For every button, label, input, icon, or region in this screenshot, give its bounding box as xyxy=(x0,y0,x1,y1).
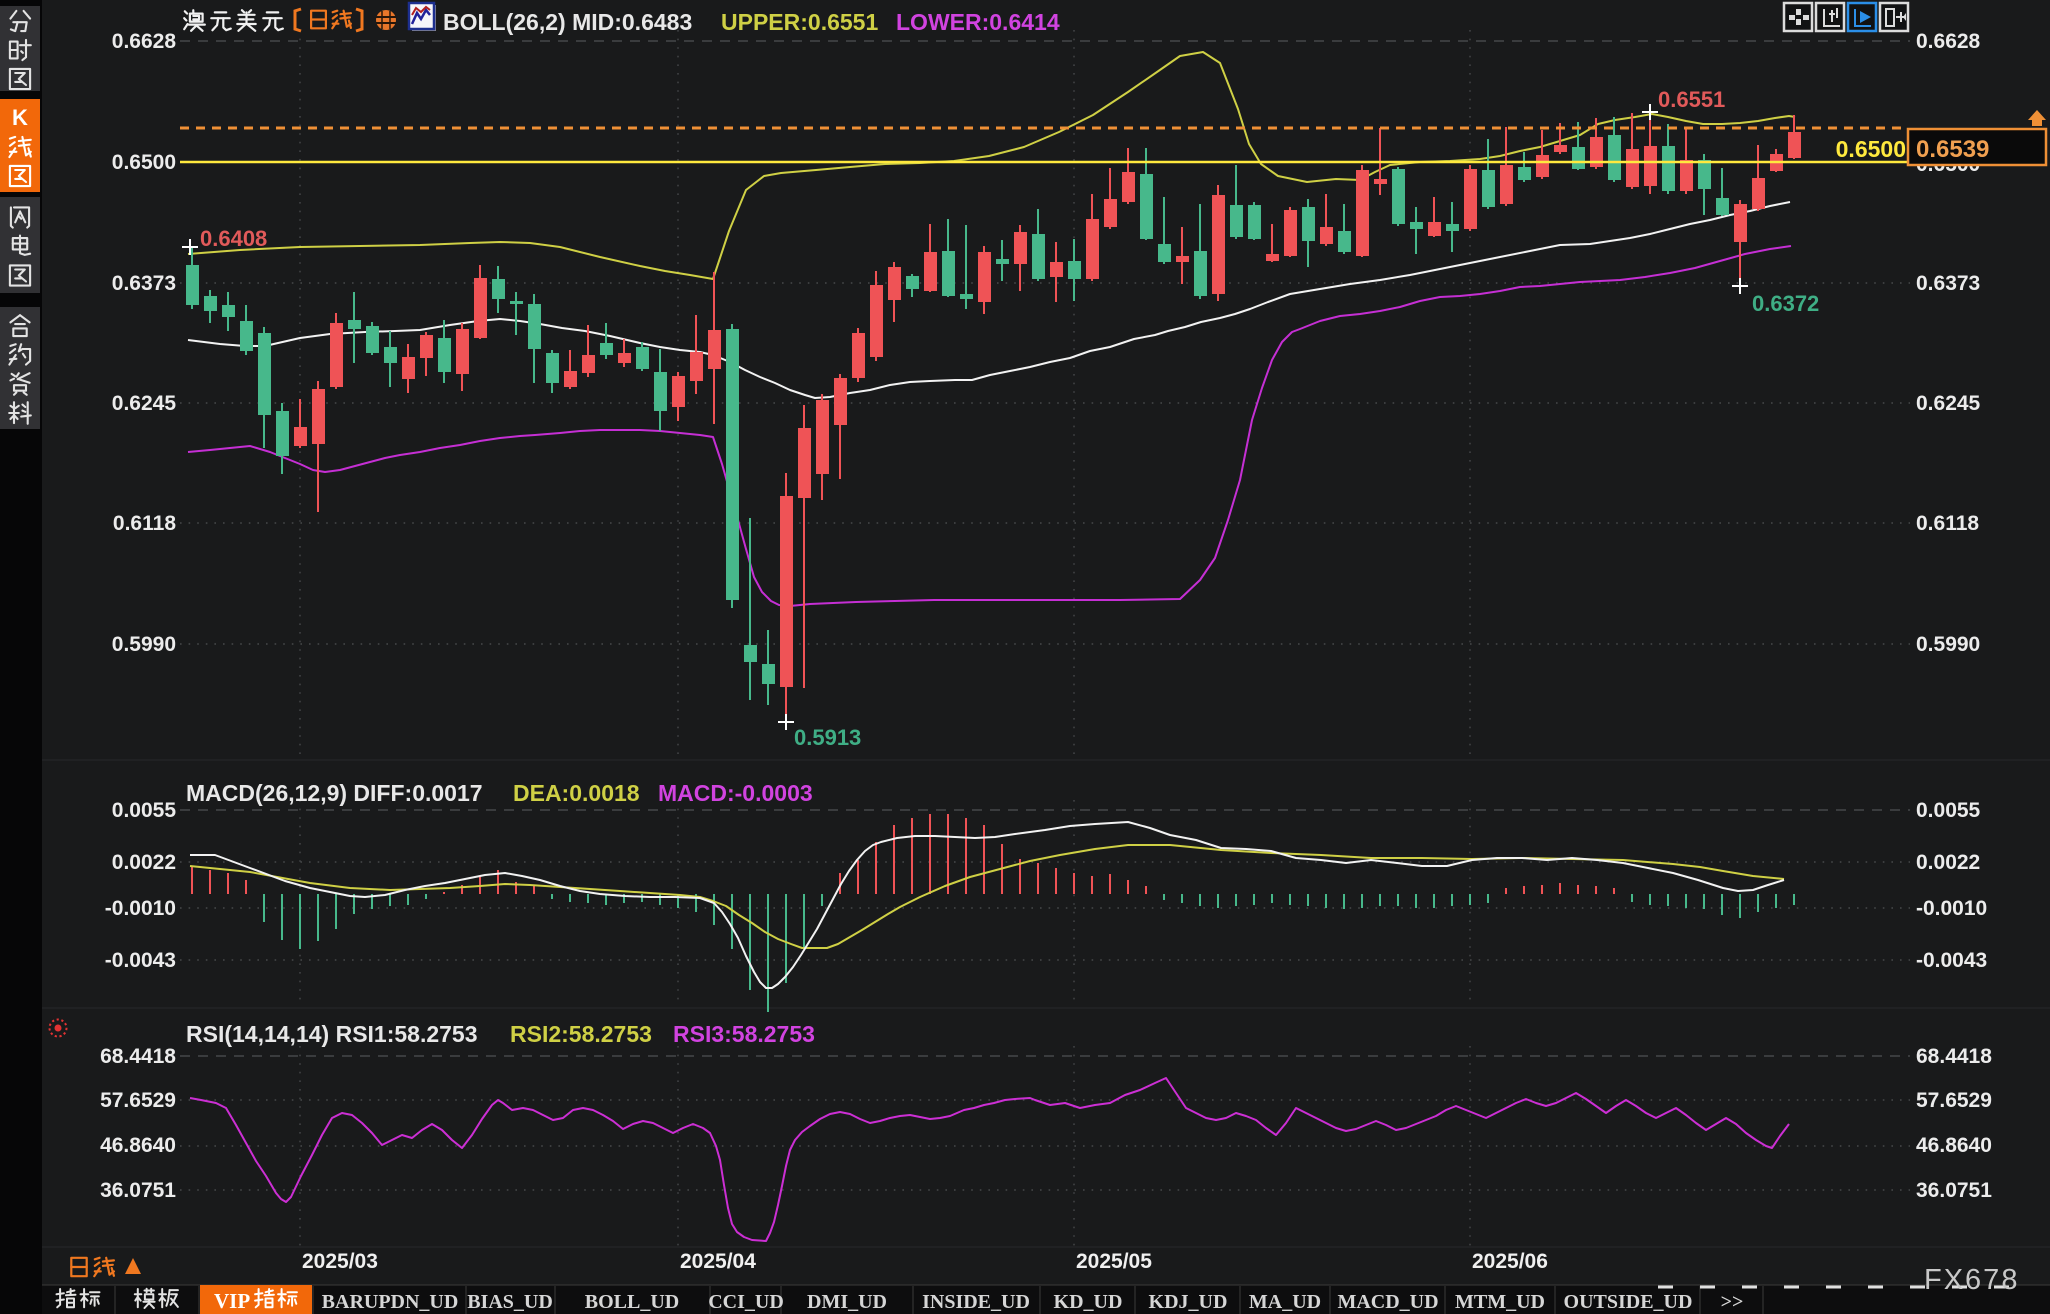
svg-text:BIAS_UD: BIAS_UD xyxy=(467,1291,553,1313)
svg-text:RSI2:58.2753: RSI2:58.2753 xyxy=(510,1021,652,1047)
svg-text:2025/04: 2025/04 xyxy=(680,1250,756,1273)
svg-text:2025/03: 2025/03 xyxy=(302,1250,378,1273)
svg-text:68.4418: 68.4418 xyxy=(1916,1045,1992,1068)
svg-text:0.6500: 0.6500 xyxy=(112,151,176,174)
svg-text:0.0055: 0.0055 xyxy=(1916,799,1981,822)
svg-text:0.6539: 0.6539 xyxy=(1916,136,1989,163)
svg-text:OUTSIDE_UD: OUTSIDE_UD xyxy=(1564,1291,1693,1313)
svg-text:INSIDE_UD: INSIDE_UD xyxy=(922,1291,1030,1313)
svg-text:MACD(26,12,9) DIFF:0.0017: MACD(26,12,9) DIFF:0.0017 xyxy=(186,780,483,806)
svg-text:FX678: FX678 xyxy=(1924,1264,2019,1296)
svg-text:36.0751: 36.0751 xyxy=(1916,1179,1992,1202)
svg-text:DMI_UD: DMI_UD xyxy=(807,1291,887,1313)
svg-text:VIP: VIP xyxy=(214,1289,250,1313)
svg-text:BOLL(26,2) MID:0.6483: BOLL(26,2) MID:0.6483 xyxy=(443,9,692,35)
svg-text:0.6245: 0.6245 xyxy=(112,392,177,415)
svg-text:RSI3:58.2753: RSI3:58.2753 xyxy=(673,1021,815,1047)
svg-text:K: K xyxy=(12,105,28,130)
svg-text:2025/06: 2025/06 xyxy=(1472,1250,1548,1273)
svg-text:-0.0010: -0.0010 xyxy=(1916,897,1987,920)
svg-text:BOLL_UD: BOLL_UD xyxy=(585,1291,679,1313)
svg-text:-0.0043: -0.0043 xyxy=(1916,949,1987,972)
svg-text:0.6408: 0.6408 xyxy=(200,226,267,251)
svg-text:68.4418: 68.4418 xyxy=(100,1045,176,1068)
svg-text:0.0022: 0.0022 xyxy=(112,851,176,874)
svg-text:UPPER:0.6551: UPPER:0.6551 xyxy=(721,9,878,35)
svg-text:LOWER:0.6414: LOWER:0.6414 xyxy=(896,9,1060,35)
svg-text:KD_UD: KD_UD xyxy=(1054,1291,1123,1313)
svg-text:0.6245: 0.6245 xyxy=(1916,392,1981,415)
svg-text:0.5913: 0.5913 xyxy=(794,725,861,750)
svg-text:46.8640: 46.8640 xyxy=(1916,1134,1992,1157)
svg-text:-0.0010: -0.0010 xyxy=(105,897,176,920)
svg-text:CCI_UD: CCI_UD xyxy=(708,1291,784,1313)
svg-text:MACD_UD: MACD_UD xyxy=(1337,1291,1438,1313)
svg-text:RSI(14,14,14) RSI1:58.2753: RSI(14,14,14) RSI1:58.2753 xyxy=(186,1021,478,1047)
svg-text:57.6529: 57.6529 xyxy=(100,1089,176,1112)
svg-text:0.6500: 0.6500 xyxy=(1836,136,1906,162)
svg-text:MA_UD: MA_UD xyxy=(1249,1291,1321,1313)
svg-text:0.0022: 0.0022 xyxy=(1916,851,1980,874)
svg-text:BARUPDN_UD: BARUPDN_UD xyxy=(322,1291,459,1313)
svg-text:0.6373: 0.6373 xyxy=(112,272,176,295)
svg-text:0.6628: 0.6628 xyxy=(1916,30,1981,53)
svg-text:2025/05: 2025/05 xyxy=(1076,1250,1152,1273)
svg-text:MACD:-0.0003: MACD:-0.0003 xyxy=(658,780,813,806)
svg-text:46.8640: 46.8640 xyxy=(100,1134,176,1157)
svg-text:KDJ_UD: KDJ_UD xyxy=(1149,1291,1228,1313)
svg-text:-0.0043: -0.0043 xyxy=(105,949,176,972)
svg-text:DEA:0.0018: DEA:0.0018 xyxy=(513,780,640,806)
svg-text:0.5990: 0.5990 xyxy=(1916,633,1980,656)
svg-text:36.0751: 36.0751 xyxy=(100,1179,176,1202)
svg-text:0.6118: 0.6118 xyxy=(1916,512,1979,535)
svg-text:0.6551: 0.6551 xyxy=(1658,87,1725,112)
svg-text:0.0055: 0.0055 xyxy=(112,799,177,822)
svg-text:0.5990: 0.5990 xyxy=(112,633,176,656)
svg-text:MTM_UD: MTM_UD xyxy=(1455,1291,1545,1313)
svg-text:0.6628: 0.6628 xyxy=(112,30,177,53)
svg-text:0.6373: 0.6373 xyxy=(1916,272,1980,295)
svg-text:>>: >> xyxy=(1721,1291,1744,1313)
svg-text:0.6372: 0.6372 xyxy=(1752,291,1819,316)
svg-text:57.6529: 57.6529 xyxy=(1916,1089,1992,1112)
svg-text:0.6118: 0.6118 xyxy=(113,512,176,535)
